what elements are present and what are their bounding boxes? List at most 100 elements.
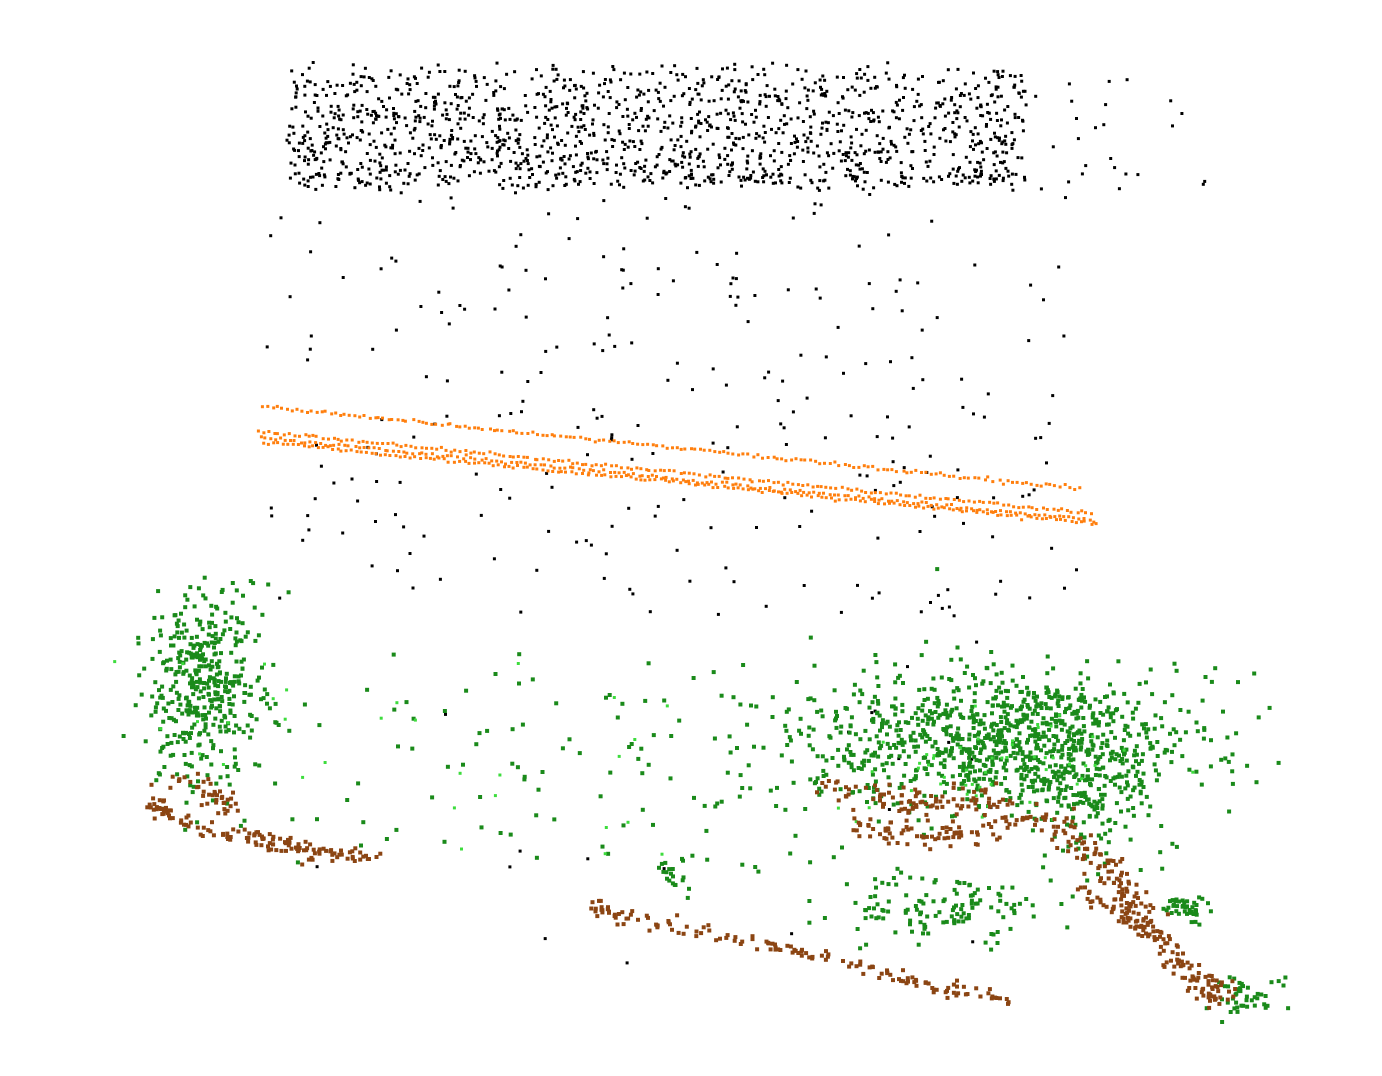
vegetation-point xyxy=(1085,768,1090,773)
vegetation-point xyxy=(949,709,954,714)
unclassified-point xyxy=(405,82,409,85)
unclassified-point xyxy=(448,140,452,144)
unclassified-point xyxy=(496,149,499,153)
unclassified-point xyxy=(843,159,847,163)
unclassified-point xyxy=(487,169,491,173)
vegetation-point xyxy=(220,632,225,637)
unclassified-point xyxy=(533,136,537,140)
vegetation-point xyxy=(1026,754,1031,759)
unclassified-point xyxy=(576,425,580,429)
unclassified-point xyxy=(372,109,376,113)
unclassified-point xyxy=(304,110,307,114)
wire-point xyxy=(914,468,918,472)
ground-point xyxy=(595,914,600,919)
vegetation-point xyxy=(1169,911,1174,915)
ground-point xyxy=(955,984,959,989)
vegetation-point xyxy=(925,804,930,809)
unclassified-point xyxy=(406,162,410,165)
vegetation-point xyxy=(1043,702,1048,707)
wire-point xyxy=(377,447,381,450)
ground-point xyxy=(151,807,156,812)
unclassified-point xyxy=(537,92,540,96)
unclassified-point xyxy=(380,168,384,172)
wire-point xyxy=(998,478,1002,482)
vegetation-point xyxy=(1103,695,1107,699)
unclassified-point xyxy=(326,141,330,145)
ground-point xyxy=(1187,966,1192,971)
wire-point xyxy=(424,456,428,460)
wire-point xyxy=(331,448,335,451)
unclassified-point xyxy=(623,166,627,170)
unclassified-point xyxy=(785,63,789,67)
unclassified-point xyxy=(371,121,375,125)
wire-point xyxy=(1059,517,1062,521)
wire-point xyxy=(748,478,752,482)
wire-point xyxy=(679,472,683,475)
unclassified-point xyxy=(581,106,585,110)
wire-point xyxy=(1069,510,1073,514)
unclassified-point xyxy=(391,143,395,147)
wire-point xyxy=(1040,517,1044,521)
unclassified-point xyxy=(751,170,755,174)
unclassified-point xyxy=(595,416,599,420)
vegetation-point xyxy=(510,727,515,732)
unclassified-point xyxy=(985,123,988,126)
unclassified-point xyxy=(1020,79,1024,83)
unclassified-point xyxy=(455,107,459,111)
unclassified-point xyxy=(719,163,722,167)
wire-point xyxy=(303,444,306,448)
vegetation-point xyxy=(893,712,898,717)
vegetation-point xyxy=(1047,727,1052,732)
wire-point xyxy=(936,506,940,510)
ground-point xyxy=(966,804,971,809)
unclassified-point xyxy=(325,122,329,126)
vegetation-point xyxy=(1072,802,1076,807)
unclassified-point xyxy=(762,174,766,178)
vegetation-point xyxy=(233,761,238,766)
vegetation-point xyxy=(981,721,986,726)
vegetation-point xyxy=(202,686,207,691)
vegetation-point xyxy=(206,632,211,637)
unclassified-point xyxy=(438,70,442,73)
wire-point xyxy=(899,493,903,497)
vegetation-point xyxy=(824,772,829,777)
ground-point xyxy=(823,957,828,962)
wire-point xyxy=(723,476,727,480)
vegetation-point xyxy=(711,670,716,675)
vegetation-point xyxy=(1001,915,1006,920)
unclassified-point xyxy=(524,268,528,272)
unclassified-point xyxy=(963,82,967,86)
unclassified-point xyxy=(508,865,512,869)
unclassified-point xyxy=(445,112,449,116)
vegetation-bright-point xyxy=(604,826,608,829)
vegetation-point xyxy=(493,672,498,676)
wire-point xyxy=(500,460,503,464)
vegetation-point xyxy=(1093,718,1098,723)
wire-point xyxy=(687,482,691,486)
vegetation-point xyxy=(1100,806,1105,811)
unclassified-point xyxy=(980,141,983,145)
unclassified-point xyxy=(959,92,963,95)
unclassified-point xyxy=(514,191,517,195)
vegetation-point xyxy=(640,807,645,812)
unclassified-point xyxy=(864,111,868,115)
unclassified-point xyxy=(371,79,375,82)
wire-point xyxy=(487,461,491,465)
vegetation-point xyxy=(889,753,894,758)
vegetation-point xyxy=(203,596,208,601)
vegetation-point xyxy=(1048,878,1053,883)
vegetation-point xyxy=(1044,706,1049,711)
vegetation-bright-point xyxy=(1049,724,1053,728)
unclassified-point xyxy=(791,216,795,220)
unclassified-point xyxy=(994,85,998,89)
unclassified-point xyxy=(389,69,393,73)
unclassified-point xyxy=(1023,178,1027,182)
vegetation-point xyxy=(1040,721,1045,726)
unclassified-point xyxy=(660,64,664,68)
unclassified-point xyxy=(309,175,312,179)
vegetation-point xyxy=(217,703,222,708)
vegetation-point xyxy=(396,744,400,749)
unclassified-point xyxy=(469,139,473,143)
